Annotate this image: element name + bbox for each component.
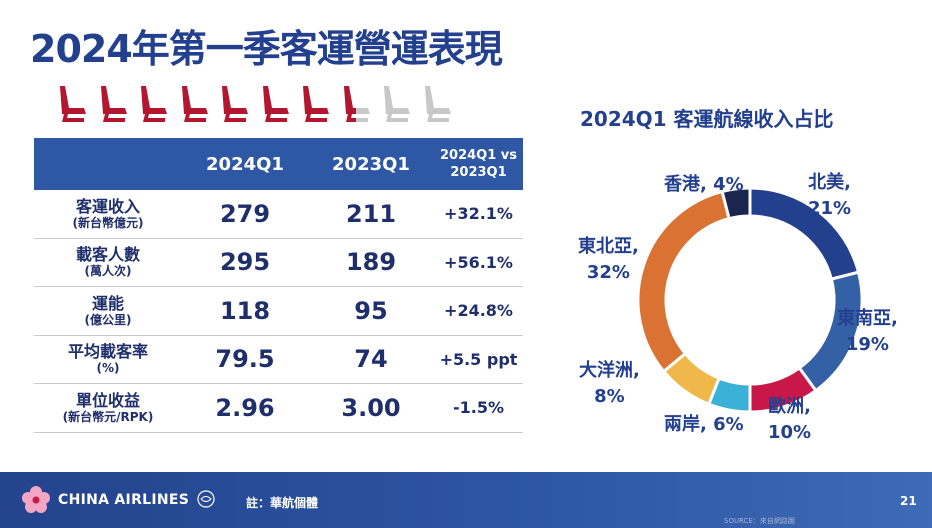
label-europe: 歐洲, 10% <box>768 394 811 446</box>
table-row: 單位收益 (新台幣元/RPK) 2.96 3.00 -1.5% <box>34 384 523 433</box>
seat-rating <box>54 84 454 128</box>
page-title: 2024年第一季客運營運表現 <box>30 27 503 71</box>
label-cross-strait-text: 兩岸, 6% <box>664 414 744 435</box>
header-comparison: 2024Q1 vs 2023Q1 <box>434 147 523 181</box>
row-label: 客運收入 <box>75 196 140 216</box>
seat-icon <box>100 86 127 122</box>
header-2023q1: 2023Q1 <box>332 153 410 175</box>
table-row: 客運收入 (新台幣億元) 279 211 +32.1% <box>34 190 523 239</box>
seat-icon <box>141 86 167 122</box>
header-comparison-line2: 2023Q1 <box>450 165 507 180</box>
seat-icon <box>262 86 289 122</box>
label-cross-strait: 兩岸, 6% <box>664 412 744 438</box>
row-unit: (新台幣元/RPK) <box>62 409 154 424</box>
value-2024q1: 279 <box>219 199 271 228</box>
label-northeast-asia: 東北亞, 32% <box>578 234 639 286</box>
seat-icon <box>384 86 410 122</box>
label-northeast-asia-name: 東北亞, <box>578 236 639 257</box>
row-unit: (萬人次) <box>84 264 132 279</box>
value-2023q1: 3.00 <box>341 393 401 422</box>
row-unit: (新台幣億元) <box>72 215 144 230</box>
row-label: 單位收益 <box>75 390 140 410</box>
label-oceania-name: 大洋洲, <box>579 360 640 381</box>
table-row: 載客人數 (萬人次) 295 189 +56.1% <box>34 239 523 287</box>
donut-slice-hong-kong <box>720 186 752 221</box>
table-row: 運能 (億公里) 118 95 +24.8% <box>34 287 523 336</box>
value-change: -1.5% <box>452 398 504 418</box>
label-north-america: 北美, 21% <box>808 170 851 222</box>
label-northeast-asia-value: 32% <box>586 262 630 283</box>
seat-icon <box>222 86 248 122</box>
row-label-cell: 客運收入 (新台幣億元) <box>34 197 182 231</box>
value-change: +24.8% <box>444 301 513 321</box>
source-note: SOURCE：來自網路圖 <box>724 517 795 525</box>
value-2023q1: 189 <box>345 248 397 277</box>
label-southeast-asia: 東南亞, 19% <box>837 306 898 358</box>
label-hong-kong-text: 香港, 4% <box>664 174 744 195</box>
value-2023q1: 211 <box>345 199 397 228</box>
label-hong-kong: 香港, 4% <box>664 172 744 198</box>
seat-icon <box>303 86 329 122</box>
seat-icon <box>181 86 208 122</box>
donut-chart <box>636 186 864 414</box>
page-number: 21 <box>900 494 917 508</box>
label-oceania-value: 8% <box>594 386 625 407</box>
stats-table: 2024Q1 2023Q1 2024Q1 vs 2023Q1 客運收入 (新台幣… <box>34 138 523 433</box>
label-europe-name: 歐洲, <box>768 396 811 417</box>
donut-slice-northeast-asia <box>636 189 731 374</box>
seat-icon <box>343 86 370 122</box>
row-label: 載客人數 <box>75 245 140 265</box>
value-2024q1: 79.5 <box>215 345 275 374</box>
label-oceania: 大洋洲, 8% <box>579 358 640 410</box>
table-row: 平均載客率 (%) 79.5 74 +5.5 ppt <box>34 336 523 384</box>
row-unit: (億公里) <box>84 312 132 327</box>
brand-name: CHINA AIRLINES <box>58 492 190 508</box>
row-label-cell: 運能 (億公里) <box>34 294 182 328</box>
value-change: +56.1% <box>444 252 513 272</box>
value-2024q1: 2.96 <box>215 393 275 422</box>
row-label: 平均載客率 <box>67 342 148 362</box>
value-2024q1: 295 <box>219 248 271 277</box>
label-north-america-name: 北美, <box>808 172 851 193</box>
label-north-america-value: 21% <box>808 198 852 219</box>
row-label-cell: 平均載客率 (%) <box>34 342 182 376</box>
header-2024q1: 2024Q1 <box>206 153 284 175</box>
brand-mark-icon <box>197 490 215 508</box>
value-2023q1: 95 <box>354 296 388 325</box>
label-southeast-asia-value: 19% <box>845 334 889 355</box>
row-unit: (%) <box>96 361 120 376</box>
value-change: +5.5 ppt <box>439 349 518 369</box>
donut-title: 2024Q1 客運航線收入占比 <box>580 107 834 131</box>
plum-blossom-logo-icon <box>22 486 50 513</box>
seat-icon <box>60 86 86 122</box>
row-label: 運能 <box>91 293 124 313</box>
label-southeast-asia-name: 東南亞, <box>837 308 898 329</box>
footnote: 註：華航個體 <box>246 496 319 510</box>
value-2024q1: 118 <box>219 296 271 325</box>
row-label-cell: 單位收益 (新台幣元/RPK) <box>34 391 182 425</box>
seat-icon <box>424 86 451 122</box>
value-change: +32.1% <box>444 204 513 224</box>
label-europe-value: 10% <box>768 422 812 443</box>
value-2023q1: 74 <box>354 345 388 374</box>
table-header: 2024Q1 2023Q1 2024Q1 vs 2023Q1 <box>34 138 523 190</box>
footer-bar: CHINA AIRLINES 註：華航個體 21 SOURCE：來自網路圖 <box>0 472 932 528</box>
row-label-cell: 載客人數 (萬人次) <box>34 245 182 279</box>
header-comparison-line1: 2024Q1 vs <box>439 148 518 163</box>
